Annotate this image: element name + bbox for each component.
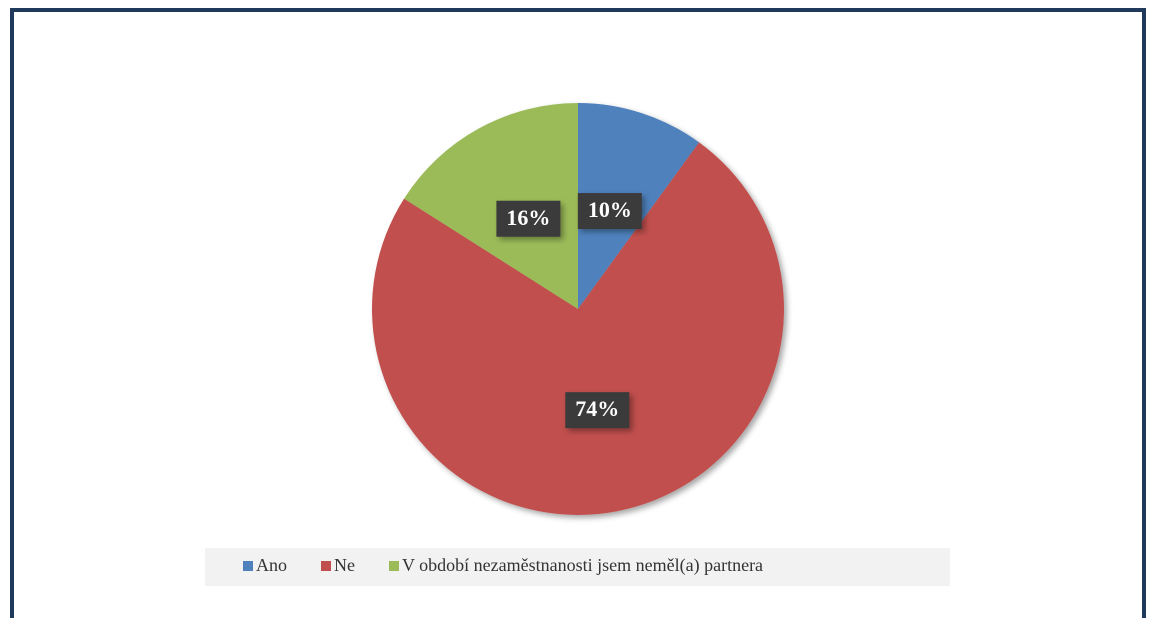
data-label: 10%	[588, 197, 632, 222]
legend-label: Ano	[256, 555, 287, 575]
legend-swatch	[321, 561, 331, 571]
pie	[372, 103, 785, 515]
legend-swatch	[389, 561, 399, 571]
data-label-box	[565, 392, 630, 429]
data-label-box	[577, 193, 642, 230]
pie-slice	[372, 142, 785, 515]
data-label: 74%	[575, 396, 619, 421]
legend-label: Ne	[334, 555, 355, 575]
legend-label: V období nezaměstnanosti jsem neměl(a) p…	[402, 555, 763, 576]
legend-swatch	[243, 561, 253, 571]
frame	[10, 8, 1146, 618]
data-label-box	[496, 200, 561, 237]
data-label: 16%	[506, 205, 550, 230]
pie-slice	[404, 103, 578, 309]
